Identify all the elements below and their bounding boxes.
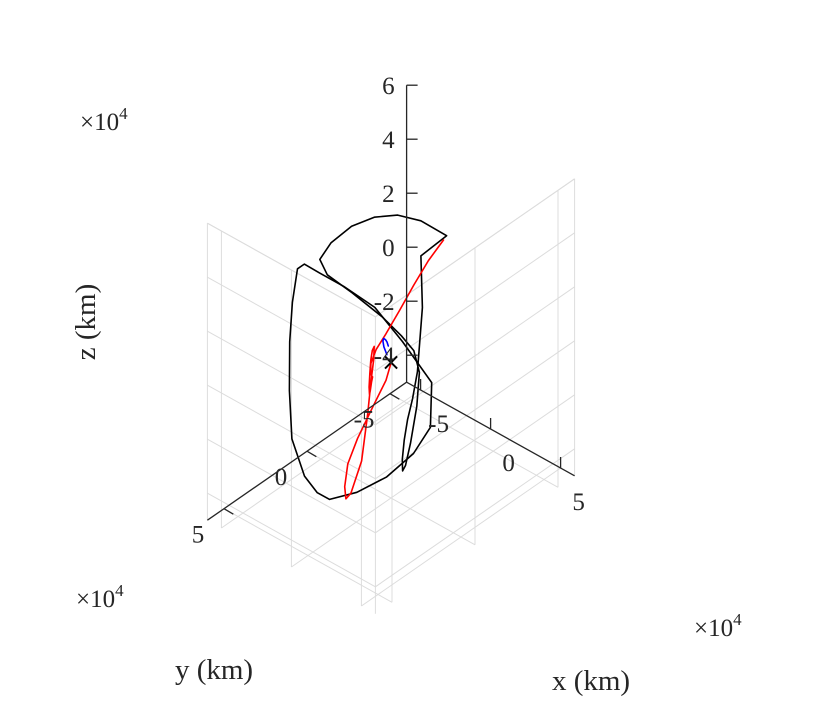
x-exponent-base: ×10 bbox=[694, 615, 733, 642]
y-exponent-label: ×104 bbox=[76, 581, 124, 613]
tick-labels: -4 -2 0 2 4 6 -5 0 5 -5 0 5 bbox=[192, 73, 585, 549]
grid-line-xz-z bbox=[207, 492, 376, 588]
x-axis-label: x (km) bbox=[552, 665, 630, 697]
y-tick bbox=[389, 393, 400, 400]
y-tick-label: 5 bbox=[192, 522, 205, 549]
grid-line-floor-y bbox=[223, 508, 393, 603]
series-line bbox=[288, 263, 433, 501]
x-tick-label: -5 bbox=[428, 411, 449, 438]
z-tick-label: 4 bbox=[382, 127, 395, 154]
z-tick-label: -4 bbox=[374, 343, 395, 370]
grid-line-yz-z bbox=[375, 232, 575, 372]
series-line bbox=[343, 239, 445, 500]
y-tick bbox=[223, 508, 234, 515]
grid-line-floor-y bbox=[306, 450, 476, 546]
origin-marker: × bbox=[381, 348, 401, 376]
grid-line-yz-z bbox=[375, 286, 575, 426]
x-tick-label: 0 bbox=[502, 450, 515, 477]
svg-text:×104: ×104 bbox=[76, 581, 124, 613]
grid-line-xz-z bbox=[207, 330, 376, 426]
svg-text:×104: ×104 bbox=[694, 610, 742, 642]
svg-text:×104: ×104 bbox=[80, 104, 128, 136]
grid-line-yz-z bbox=[375, 340, 575, 480]
grid-line-xz-z bbox=[207, 438, 376, 534]
z-tick-label: -2 bbox=[374, 289, 395, 316]
z-exponent-power: 4 bbox=[119, 104, 128, 123]
pane-edge bbox=[207, 222, 376, 318]
y-axis-label: y (km) bbox=[175, 654, 253, 686]
trajectory-series bbox=[288, 214, 448, 501]
z-axis-label: z (km) bbox=[70, 284, 102, 361]
z-tick-label: 2 bbox=[382, 181, 395, 208]
series-line bbox=[382, 337, 390, 356]
grid-line-yz-z bbox=[375, 394, 575, 534]
y-exponent-base: ×10 bbox=[76, 586, 115, 613]
z-tick-label: 0 bbox=[382, 235, 395, 262]
grid-line-floor-y bbox=[389, 393, 559, 488]
axis-lines bbox=[207, 84, 575, 521]
grid-line-yz-z bbox=[375, 448, 575, 588]
y-tick bbox=[306, 450, 317, 458]
y-tick-label: -5 bbox=[354, 407, 375, 434]
x-tick-label: 5 bbox=[572, 489, 585, 516]
z-exponent-label: ×104 bbox=[80, 104, 128, 136]
y-exponent-power: 4 bbox=[115, 581, 124, 600]
x-exponent-power: 4 bbox=[733, 610, 742, 629]
z-tick-label: 6 bbox=[382, 73, 395, 100]
x-exponent-label: ×104 bbox=[694, 610, 742, 642]
y-tick-label: 0 bbox=[275, 464, 288, 491]
z-exponent-base: ×10 bbox=[80, 109, 119, 136]
series-line bbox=[319, 214, 448, 472]
